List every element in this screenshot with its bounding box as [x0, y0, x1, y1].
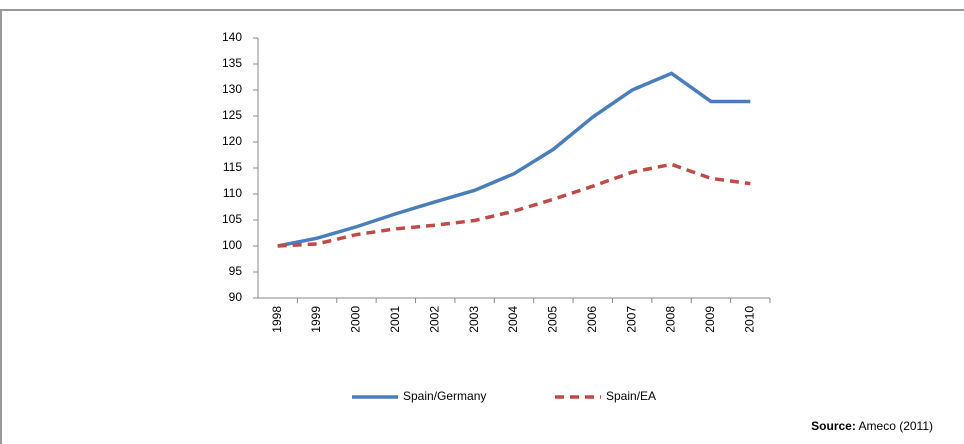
- y-tick-label: 125: [222, 108, 242, 122]
- x-tick-label: 2005: [546, 306, 560, 333]
- x-tick-label: 2003: [467, 306, 481, 333]
- x-tick-label: 2008: [664, 306, 678, 333]
- source-label: Source:: [811, 419, 856, 433]
- x-tick-label: 1999: [309, 306, 323, 333]
- legend-label: Spain/Germany: [403, 389, 486, 403]
- series-line: [277, 71, 751, 248]
- series-line: [277, 162, 751, 248]
- y-tick-label: 130: [222, 82, 242, 96]
- y-tick-label: 135: [222, 56, 242, 70]
- x-tick-label: 2009: [703, 306, 717, 333]
- x-tick-label: 2007: [624, 306, 638, 333]
- y-tick-label: 120: [222, 134, 242, 148]
- x-tick-label: 2002: [427, 306, 441, 333]
- source-note: Source: Ameco (2011): [811, 419, 933, 433]
- source: Ameco (2011): [859, 419, 933, 433]
- y-tick-label: 105: [222, 212, 242, 226]
- x-tick-label: 2006: [585, 306, 599, 333]
- x-tick-label: 2001: [388, 306, 402, 333]
- x-tick-label: 2000: [349, 306, 363, 333]
- y-tick-label: 90: [229, 290, 243, 304]
- y-tick-label: 110: [223, 186, 242, 200]
- y-tick-label: 115: [223, 160, 242, 174]
- y-tick-label: 95: [229, 264, 243, 278]
- y-tick-label: 140: [222, 30, 242, 44]
- y-tick-label: 100: [222, 238, 242, 252]
- x-tick-label: 1998: [270, 306, 284, 333]
- legend-label: Spain/EA: [606, 389, 656, 403]
- x-tick-label: 2010: [742, 306, 756, 333]
- frame: [0, 9, 964, 444]
- x-tick-label: 2004: [506, 306, 520, 333]
